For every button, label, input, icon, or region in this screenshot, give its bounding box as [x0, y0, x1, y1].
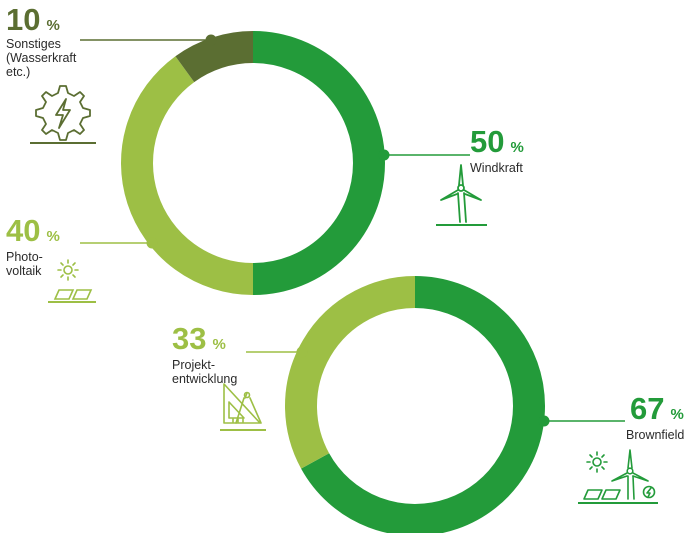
donut1-slice-sonstiges	[175, 31, 254, 83]
leader-dot-sonstiges	[205, 34, 217, 46]
windkraft-percent-unit: %	[510, 139, 524, 156]
photovoltaik-percent-unit: %	[46, 228, 60, 245]
sonstiges-label: Sonstiges (Wasserkraft etc.)	[6, 37, 77, 79]
windkraft-percent: 50	[470, 124, 505, 159]
leader-dot-projekt	[296, 346, 308, 358]
donut2-slice-projektentwicklung	[285, 276, 416, 469]
wind-turbine-icon	[440, 164, 482, 223]
callout-photovoltaik: 40% Photo- voltaik	[6, 215, 60, 278]
projekt-percent: 33	[172, 321, 207, 356]
photovoltaik-percent: 40	[6, 213, 41, 248]
leader-dot-windkraft	[378, 149, 390, 161]
leader-dot-photovoltaik	[146, 237, 158, 249]
projekt-label: Projekt- entwicklung	[172, 358, 238, 386]
brownfield-label: Brownfield	[626, 428, 685, 442]
callout-windkraft: 50% Windkraft	[470, 126, 524, 175]
solar-wind-gear-icon	[583, 449, 656, 500]
donut1-slice-photovoltaik	[121, 56, 254, 295]
donut2-slice-brownfield	[301, 276, 545, 533]
sonstiges-percent-unit: %	[46, 17, 60, 34]
brownfield-percent-unit: %	[670, 406, 684, 423]
projekt-percent-unit: %	[212, 336, 226, 353]
callout-brownfield: 67% Brownfield	[626, 393, 684, 442]
leader-dot-brownfield	[538, 415, 550, 427]
brownfield-percent: 67	[630, 391, 665, 426]
donut1-slice-windkraft	[252, 31, 385, 295]
windkraft-label: Windkraft	[470, 161, 523, 175]
callout-sonstiges: 10% Sonstiges (Wasserkraft etc.)	[6, 4, 77, 79]
solar-panel-icon	[53, 259, 93, 300]
gear-lightning-icon	[35, 85, 91, 141]
drafting-tools-icon	[223, 383, 262, 424]
photovoltaik-label: Photo- voltaik	[6, 250, 43, 278]
callout-projekt: 33% Projekt- entwicklung	[172, 323, 238, 386]
sonstiges-percent: 10	[6, 2, 41, 37]
